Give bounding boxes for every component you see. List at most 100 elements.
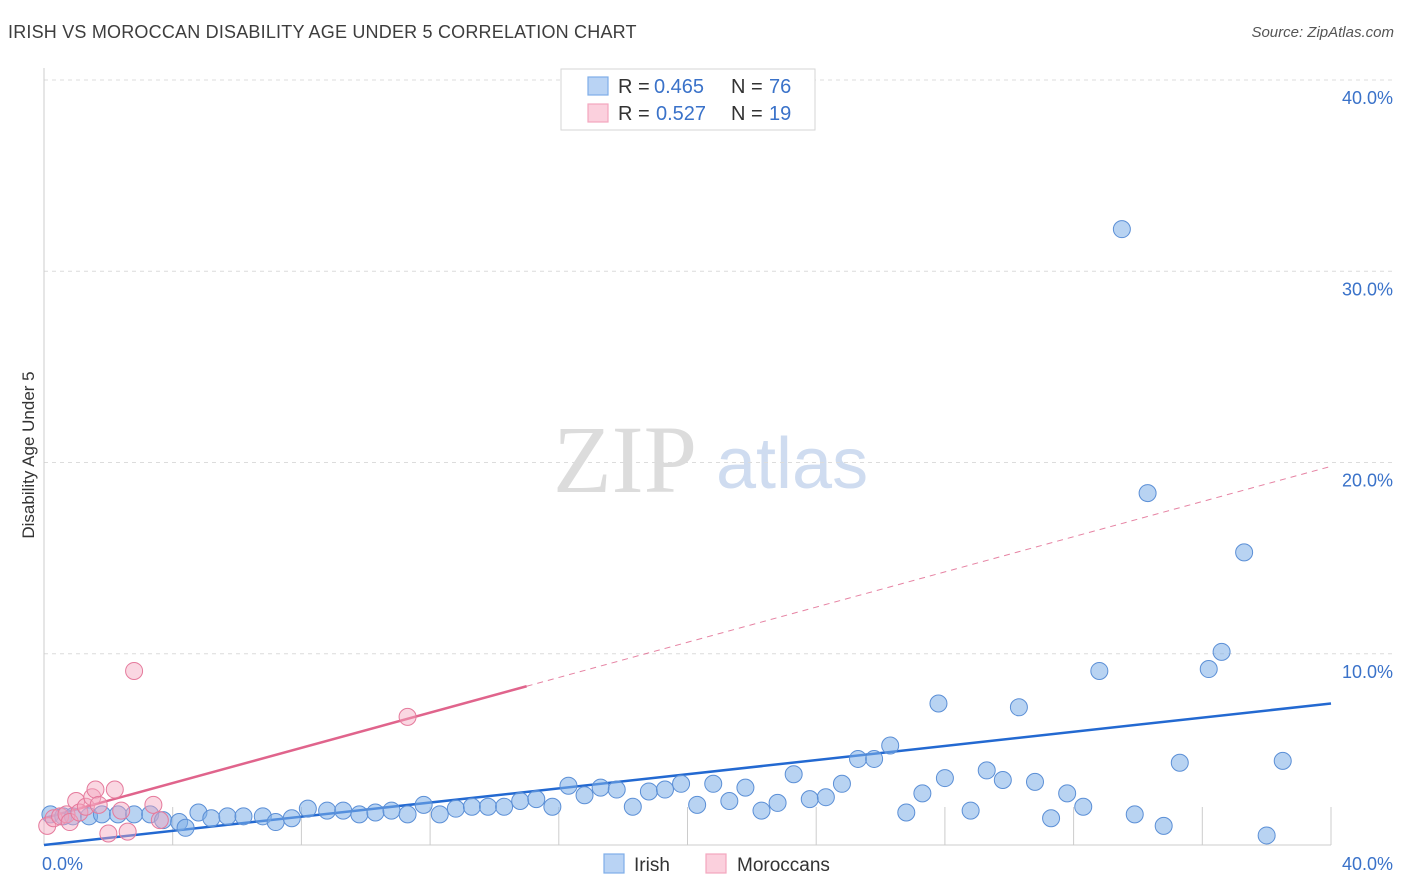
irish-point	[414, 795, 433, 814]
irish-point	[446, 799, 465, 818]
irish-point	[366, 803, 385, 822]
irish-point	[1154, 816, 1173, 835]
moroccans-point	[150, 811, 169, 830]
irish-point	[736, 778, 755, 797]
bottom-legend-moroccans: Moroccans	[737, 855, 830, 876]
irish-point	[784, 765, 803, 784]
moroccans-point	[38, 816, 57, 835]
irish-point	[1090, 661, 1109, 680]
irish-point	[752, 801, 771, 820]
irish-point	[382, 801, 401, 820]
irish-point	[462, 797, 481, 816]
irish-point	[1025, 772, 1044, 791]
bottom-legend-swatch-moroccans	[705, 853, 727, 874]
irish-point	[816, 788, 835, 807]
irish-point	[720, 792, 739, 811]
moroccans-point	[125, 661, 144, 680]
legend-moroccans-r-label: R =	[618, 103, 650, 125]
irish-point	[849, 749, 868, 768]
irish-point	[639, 782, 658, 801]
chart-title: IRISH VS MOROCCAN DISABILITY AGE UNDER 5…	[8, 22, 637, 42]
irish-point	[865, 749, 884, 768]
irish-point	[479, 797, 498, 816]
moroccans-point	[398, 707, 417, 726]
irish-point	[1112, 220, 1131, 239]
legend-irish-r-value: 0.465	[654, 76, 704, 98]
moroccans-point	[99, 824, 118, 843]
irish-point	[1235, 543, 1254, 562]
gridlines	[44, 79, 1395, 655]
irish-point	[282, 809, 301, 828]
irish-point	[623, 797, 642, 816]
irish-point	[1199, 660, 1218, 679]
irish-point	[234, 807, 253, 826]
bottom-legend-swatch-irish	[603, 853, 625, 874]
moroccans-point	[86, 780, 105, 799]
moroccans-trend-line	[43, 685, 527, 820]
y-tick-label: 10.0%	[1342, 662, 1393, 682]
irish-point	[430, 805, 449, 824]
irish-point	[800, 790, 819, 809]
irish-point	[1170, 753, 1189, 772]
irish-point	[1257, 826, 1276, 845]
bottom-legend: Irish Moroccans	[603, 853, 830, 876]
irish-point	[881, 736, 900, 755]
irish-point	[929, 694, 948, 713]
moroccans-point	[105, 780, 124, 799]
top-legend: R = 0.465 N = 76 R = 0.527 N = 19	[560, 68, 816, 131]
irish-point	[977, 761, 996, 780]
legend-swatch-irish	[587, 76, 609, 96]
irish-point	[1074, 797, 1093, 816]
irish-point	[266, 813, 285, 832]
x-tick-label-min: 0.0%	[42, 854, 83, 874]
irish-point	[398, 805, 417, 824]
y-axis-title: Disability Age Under 5	[19, 371, 38, 538]
irish-point	[1009, 698, 1028, 717]
irish-point	[1138, 484, 1157, 503]
moroccans-point	[51, 807, 70, 826]
moroccans-point	[60, 813, 79, 832]
irish-point	[993, 770, 1012, 789]
irish-point	[527, 790, 546, 809]
irish-point	[655, 780, 674, 799]
irish-point	[1042, 809, 1061, 828]
y-tick-label: 20.0%	[1342, 471, 1393, 491]
legend-swatch-moroccans	[587, 103, 609, 123]
legend-irish-n-label: N =	[731, 76, 763, 98]
irish-point	[768, 793, 787, 812]
irish-point	[202, 809, 221, 828]
moroccans-point	[112, 801, 131, 820]
moroccans-trend-extension	[526, 465, 1332, 687]
tick-labels: 10.0% 20.0% 30.0% 40.0% 0.0% 40.0%	[42, 88, 1393, 874]
data-points	[38, 220, 1292, 845]
y-tick-label: 30.0%	[1342, 279, 1393, 299]
legend-moroccans-r-value: 0.527	[656, 103, 706, 125]
irish-point	[607, 780, 626, 799]
bottom-legend-irish: Irish	[634, 855, 670, 876]
irish-point	[1273, 751, 1292, 770]
moroccans-point	[89, 795, 108, 814]
y-tick-label: 40.0%	[1342, 88, 1393, 108]
irish-point	[543, 797, 562, 816]
irish-point	[704, 774, 723, 793]
irish-point	[832, 774, 851, 793]
watermark-atlas: atlas	[716, 424, 868, 504]
irish-point	[218, 807, 237, 826]
legend-moroccans-n-value: 19	[769, 103, 791, 125]
irish-point	[318, 801, 337, 820]
irish-point	[1212, 642, 1231, 661]
irish-point	[672, 774, 691, 793]
axes	[43, 68, 1332, 846]
irish-point	[495, 797, 514, 816]
irish-point	[298, 799, 317, 818]
irish-point	[176, 818, 195, 837]
moroccans-point	[144, 795, 163, 814]
irish-point	[511, 792, 530, 811]
irish-point	[935, 769, 954, 788]
moroccans-point	[118, 822, 137, 841]
irish-point	[897, 803, 916, 822]
irish-point	[1125, 805, 1144, 824]
irish-point	[688, 795, 707, 814]
watermark-zip: ZIP	[553, 406, 697, 513]
